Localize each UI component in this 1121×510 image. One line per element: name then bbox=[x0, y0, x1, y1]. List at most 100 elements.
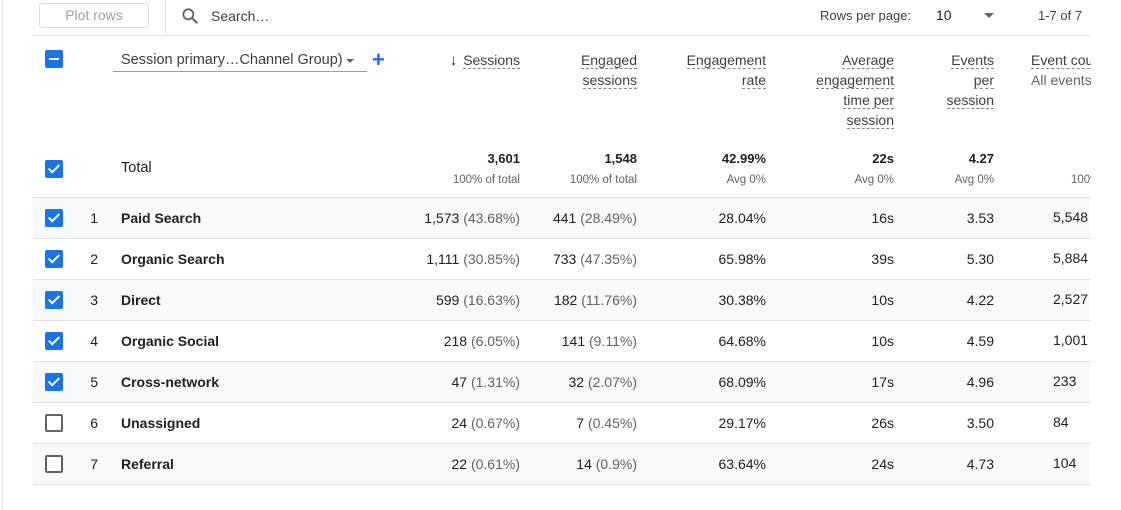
engaged-cell: 733 (47.35%) bbox=[523, 251, 637, 267]
engaged-cell: 7 (0.45%) bbox=[523, 415, 637, 431]
total-events-per-session: 4.27 bbox=[968, 151, 994, 166]
sessions-value: 599 bbox=[435, 292, 460, 308]
checkbox-checked-icon[interactable] bbox=[45, 291, 63, 309]
header-text: session bbox=[946, 92, 994, 109]
engaged-percent: (11.76%) bbox=[581, 292, 637, 308]
channel-name: Unassigned bbox=[121, 415, 201, 431]
event-count-cell: 233 bbox=[1053, 373, 1077, 389]
total-avg-time-sub: Avg 0% bbox=[854, 174, 894, 186]
header-text: Engagement bbox=[686, 52, 766, 69]
event-count-column: Event count All events 100% of total 5,5… bbox=[1021, 36, 1091, 484]
search-icon[interactable] bbox=[180, 6, 200, 26]
header-text: rate bbox=[741, 72, 766, 89]
total-sessions: 3,601 bbox=[487, 151, 520, 166]
events-per-session-cell: 4.96 bbox=[966, 374, 994, 390]
row-index: 7 bbox=[90, 456, 98, 472]
engaged-value: 733 bbox=[552, 251, 577, 267]
column-header-sessions-label: Sessions bbox=[463, 52, 520, 69]
engaged-percent: (0.9%) bbox=[595, 456, 637, 472]
channel-name: Organic Social bbox=[121, 333, 220, 349]
table-row[interactable]: 3 Direct 599 (16.63%) 182 (11.76%) 30.38% 10s… bbox=[33, 279, 1091, 320]
events-per-session-cell: 3.50 bbox=[966, 415, 994, 431]
header-text: Average bbox=[842, 52, 894, 69]
events-per-session-cell: 4.59 bbox=[966, 333, 994, 349]
sessions-percent: (6.05%) bbox=[470, 333, 520, 349]
sessions-value: 22 bbox=[451, 456, 468, 472]
engaged-value: 182 bbox=[553, 292, 578, 308]
table-row[interactable]: 4 Organic Social 218 (6.05%) 141 (9.11%) 64.… bbox=[33, 320, 1091, 361]
table-row[interactable]: 7 Referral 22 (0.61%) 14 (0.9%) 63.64% 24s 4.7… bbox=[33, 443, 1091, 485]
event-count-cell: 84 bbox=[1053, 414, 1069, 430]
column-header-engaged-sessions[interactable]: Engaged sessions bbox=[540, 50, 637, 90]
table-row[interactable]: 5 Cross-network 47 (1.31%) 32 (2.07%) 68.09%… bbox=[33, 361, 1091, 402]
sessions-cell: 1,573 (43.68%) bbox=[413, 210, 520, 226]
channel-name: Cross-network bbox=[121, 374, 220, 390]
checkbox-unchecked-icon[interactable] bbox=[45, 455, 63, 473]
row-index: 4 bbox=[90, 333, 98, 349]
events-per-session-cell: 5.30 bbox=[966, 251, 994, 267]
total-checkbox[interactable] bbox=[45, 160, 63, 178]
checkbox-unchecked-icon[interactable] bbox=[45, 414, 63, 432]
sessions-percent: (43.68%) bbox=[463, 210, 520, 226]
engaged-value: 7 bbox=[576, 415, 585, 431]
engaged-value: 441 bbox=[552, 210, 577, 226]
add-dimension-button[interactable]: + bbox=[372, 47, 385, 72]
events-per-session-cell: 4.22 bbox=[966, 292, 994, 308]
column-header-events-per-session[interactable]: Events per session bbox=[920, 50, 994, 110]
checkbox-checked-icon[interactable] bbox=[45, 332, 63, 350]
checkbox-checked-icon[interactable] bbox=[45, 373, 63, 391]
engagement-rate-cell: 28.04% bbox=[718, 210, 766, 226]
engagement-rate-cell: 68.09% bbox=[718, 374, 766, 390]
sessions-cell: 218 (6.05%) bbox=[413, 333, 520, 349]
rows-per-page-label: Rows per page: bbox=[820, 8, 912, 23]
total-events-sub: 100% of total bbox=[1071, 174, 1091, 186]
total-avg-time: 22s bbox=[872, 151, 894, 166]
events-per-session-cell: 3.53 bbox=[966, 210, 994, 226]
channel-name: Referral bbox=[121, 456, 174, 472]
event-count-cell: 1,001 bbox=[1053, 332, 1089, 348]
event-count-cell: 2,527 bbox=[1053, 291, 1089, 307]
arrow-down-icon: ↓ bbox=[449, 52, 458, 69]
rows-per-page-select[interactable]: 10 bbox=[936, 7, 952, 23]
header-text: Engaged bbox=[580, 52, 637, 69]
avg-time-cell: 39s bbox=[871, 251, 894, 267]
sessions-value: 1,111 bbox=[426, 251, 460, 267]
channel-name: Direct bbox=[121, 292, 161, 308]
engaged-cell: 141 (9.11%) bbox=[523, 333, 637, 349]
engagement-rate-cell: 30.38% bbox=[718, 292, 766, 308]
sessions-cell: 47 (1.31%) bbox=[413, 374, 521, 390]
plot-rows-button[interactable]: Plot rows bbox=[39, 3, 149, 28]
chevron-down-icon[interactable] bbox=[984, 13, 994, 18]
column-header-average-engagement-time[interactable]: Average engagement time per session bbox=[790, 50, 894, 130]
checkbox-checked-icon[interactable] bbox=[45, 209, 63, 227]
engagement-rate-cell: 65.98% bbox=[718, 251, 766, 267]
column-header-engagement-rate[interactable]: Engagement rate bbox=[660, 50, 766, 90]
column-header-event-count[interactable]: Event count All events bbox=[1031, 50, 1091, 90]
row-index: 2 bbox=[90, 251, 98, 267]
event-count-cell: 5,884 bbox=[1053, 250, 1089, 266]
search-input[interactable] bbox=[211, 5, 471, 27]
engaged-percent: (9.11%) bbox=[589, 333, 637, 349]
header-subtext: All events bbox=[1031, 72, 1091, 88]
sessions-value: 24 bbox=[451, 415, 468, 431]
channel-name: Paid Search bbox=[121, 210, 202, 226]
total-rate: 42.99% bbox=[721, 151, 766, 166]
dimension-underline bbox=[113, 71, 367, 72]
header-divider bbox=[33, 35, 1091, 36]
sessions-percent: (16.63%) bbox=[463, 292, 520, 308]
sessions-cell: 22 (0.61%) bbox=[413, 456, 521, 472]
engagement-rate-cell: 29.17% bbox=[718, 415, 766, 431]
column-header-sessions[interactable]: ↓ Sessions bbox=[430, 50, 520, 71]
table-row[interactable]: 1 Paid Search 1,573 (43.68%) 441 (28.49%) 28… bbox=[33, 197, 1091, 238]
avg-time-cell: 17s bbox=[871, 374, 894, 390]
sessions-value: 218 bbox=[443, 333, 468, 349]
table-row[interactable]: 2 Organic Search 1,111 (30.85%) 733 (47.35%… bbox=[33, 238, 1091, 279]
sessions-cell: 24 (0.67%) bbox=[413, 415, 521, 431]
sessions-percent: (0.61%) bbox=[470, 456, 520, 472]
checkbox-checked-icon[interactable] bbox=[45, 250, 63, 268]
engaged-cell: 182 (11.76%) bbox=[523, 292, 637, 308]
dimension-select[interactable]: Session primary…Channel Group) bbox=[121, 52, 343, 68]
select-all-checkbox[interactable] bbox=[45, 50, 63, 68]
table-row[interactable]: 6 Unassigned 24 (0.67%) 7 (0.45%) 29.17% 26s 3… bbox=[33, 402, 1091, 443]
dropdown-caret-icon[interactable] bbox=[346, 59, 354, 63]
